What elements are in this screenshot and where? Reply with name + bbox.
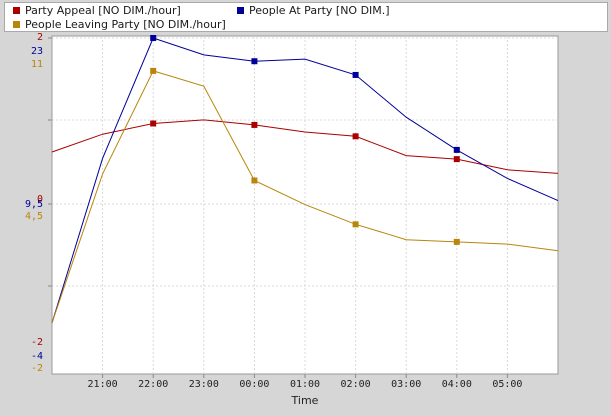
series-line-0 xyxy=(51,119,559,174)
y-tick-labels: 2 0 -2 23 9,5 -4 11 4,5 -2 xyxy=(25,32,43,374)
axes xyxy=(48,37,508,378)
legend-swatch-party-appeal xyxy=(13,7,20,14)
y-tick-label: -2 xyxy=(31,337,43,348)
y-tick-label: 23 xyxy=(31,46,43,57)
series-marker-1 xyxy=(251,58,258,65)
x-axis-title: Time xyxy=(291,394,319,407)
legend-label-people-at-party: People At Party [NO DIM.] xyxy=(249,4,390,17)
series-marker-2 xyxy=(352,221,359,228)
y-tick-label: 2 xyxy=(37,32,43,43)
x-tick-label: 23:00 xyxy=(189,379,219,390)
series-marker-2 xyxy=(251,177,258,184)
series-line-1 xyxy=(51,37,559,324)
y-tick-label: 9,5 xyxy=(25,199,43,210)
x-tick-label: 04:00 xyxy=(442,379,472,390)
y-tick-label: -2 xyxy=(31,363,43,374)
legend-label-party-appeal: Party Appeal [NO DIM./hour] xyxy=(25,4,181,17)
x-tick-labels: 21:00 22:00 23:00 00:00 01:00 02:00 03:00 04:00… xyxy=(88,379,523,390)
legend: Party Appeal [NO DIM./hour] People At Pa… xyxy=(4,2,608,32)
legend-swatch-people-leaving xyxy=(13,21,20,28)
legend-item-party-appeal: Party Appeal [NO DIM./hour] xyxy=(13,5,181,17)
x-tick-label: 22:00 xyxy=(138,379,168,390)
legend-swatch-people-at-party xyxy=(237,7,244,14)
legend-item-people-at-party: People At Party [NO DIM.] xyxy=(237,5,390,17)
series-marker-1 xyxy=(150,35,157,41)
series-marker-2 xyxy=(453,238,460,245)
y-tick-label: 0 xyxy=(37,194,43,205)
series-marker-0 xyxy=(150,120,157,127)
series-marker-1 xyxy=(352,71,359,78)
series-line-2 xyxy=(51,70,559,324)
series-marker-0 xyxy=(251,121,258,128)
marker-layer xyxy=(150,35,460,245)
series-marker-0 xyxy=(352,133,359,140)
legend-item-people-leaving: People Leaving Party [NO DIM./hour] xyxy=(13,19,226,31)
x-tick-label: 01:00 xyxy=(290,379,320,390)
y-tick-label: -4 xyxy=(31,351,43,362)
y-tick-label: 11 xyxy=(31,59,43,70)
y-tick-label: 4,5 xyxy=(25,211,43,222)
x-tick-label: 21:00 xyxy=(88,379,118,390)
x-tick-label: 03:00 xyxy=(391,379,421,390)
series-marker-0 xyxy=(453,156,460,163)
legend-label-people-leaving: People Leaving Party [NO DIM./hour] xyxy=(25,18,226,31)
grid xyxy=(52,36,558,374)
series-layer xyxy=(51,37,559,324)
series-marker-1 xyxy=(453,146,460,153)
x-tick-label: 00:00 xyxy=(239,379,269,390)
x-tick-label: 05:00 xyxy=(492,379,522,390)
series-marker-2 xyxy=(150,67,157,74)
x-tick-label: 02:00 xyxy=(341,379,371,390)
